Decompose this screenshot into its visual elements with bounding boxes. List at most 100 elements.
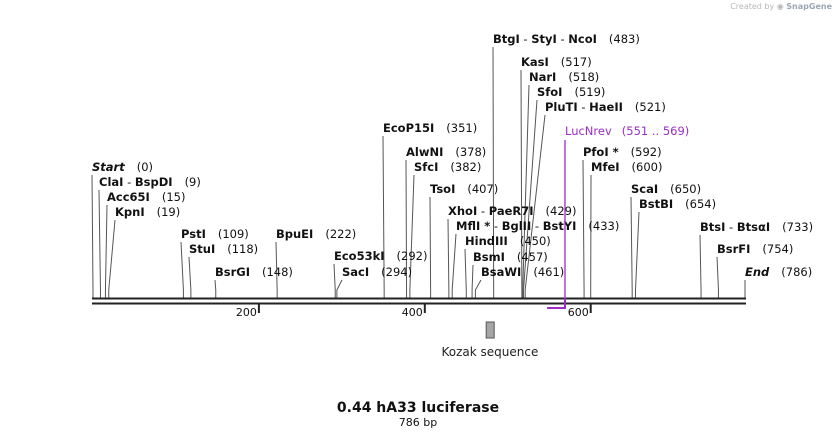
name-separator: - — [578, 100, 589, 114]
site-label-pfoi[interactable]: PfoI * (592) — [583, 145, 662, 159]
site-label-mfli[interactable]: MflI * - BglII - BstYI (433) — [456, 219, 619, 233]
site-position: (733) — [782, 220, 813, 234]
primer-label: LucNrev (551 .. 569) — [565, 124, 689, 138]
site-leader-bsawi — [474, 279, 482, 298]
site-position: (517) — [561, 55, 592, 69]
name-separator: - — [557, 32, 568, 46]
site-label-stui[interactable]: StuI (118) — [189, 242, 258, 256]
site-position: (754) — [762, 242, 793, 256]
site-position: (15) — [162, 190, 186, 204]
site-position: (461) — [533, 265, 564, 279]
site-name: BtsI — [700, 220, 725, 234]
site-name: StyI — [531, 32, 557, 46]
site-leader-kasi — [520, 69, 523, 298]
site-name: NcoI — [568, 32, 597, 46]
snapgene-credit: Created by ◉ SnapGene — [730, 2, 832, 11]
site-label-sfoi[interactable]: SfoI (519) — [537, 85, 605, 99]
backbone-fill — [92, 298, 746, 304]
site-name: BtgI — [493, 32, 520, 46]
site-name: BsaWI — [481, 265, 521, 279]
site-name: SacI — [342, 265, 369, 279]
site-position: (650) — [670, 182, 701, 196]
site-position: (0) — [137, 160, 153, 174]
site-name: Acc65I — [107, 190, 150, 204]
site-leader-nari — [522, 84, 530, 298]
site-leader-sfci — [409, 174, 415, 298]
site-leader-ecop15i — [382, 135, 385, 298]
site-leader-clai — [98, 189, 101, 298]
credit-prefix: Created by — [730, 2, 775, 11]
site-label-xhoi[interactable]: XhoI - PaeR7I (429) — [448, 204, 576, 218]
site-label-bsawi[interactable]: BsaWI (461) — [481, 265, 564, 279]
site-leader-psti — [180, 241, 184, 298]
site-labels: Start (0) ClaI - BspDI (9) Acc65I (15) KpnI (19… — [92, 32, 813, 279]
site-leader-sfoi — [523, 99, 538, 298]
site-name: StuI — [189, 242, 215, 256]
site-label-bpuei[interactable]: BpuEI (222) — [276, 227, 356, 241]
site-position: (294) — [381, 265, 412, 279]
site-label-btgi[interactable]: BtgI - StyI - NcoI (483) — [493, 32, 640, 46]
site-label-end[interactable]: End (786) — [745, 265, 812, 279]
site-name: BspDI — [135, 175, 173, 189]
site-label-scai[interactable]: ScaI (650) — [631, 182, 701, 196]
site-label-ecop15i[interactable]: EcoP15I (351) — [383, 121, 477, 135]
map-title: 0.44 hA33 luciferase — [337, 400, 499, 416]
feature-kozak[interactable]: Kozak sequence — [441, 321, 538, 359]
site-name: NarI — [529, 70, 556, 84]
site-label-saci[interactable]: SacI (294) — [342, 265, 412, 279]
site-label-alwni[interactable]: AlwNI (378) — [406, 145, 486, 159]
site-label-hindiii[interactable]: HindIII (450) — [465, 234, 551, 248]
site-leader-btgi — [492, 46, 495, 298]
site-label-start[interactable]: Start (0) — [92, 160, 153, 174]
site-label-eco53ki[interactable]: Eco53kI (292) — [334, 249, 427, 263]
site-name: HaeII — [589, 100, 623, 114]
site-name: Eco53kI — [334, 249, 385, 263]
site-name: SfcI — [414, 160, 438, 174]
site-position: (429) — [546, 204, 577, 218]
site-leader-pfoi — [582, 159, 585, 298]
site-position: (519) — [574, 85, 605, 99]
site-leader-bsmi — [471, 264, 474, 298]
site-label-bsmi[interactable]: BsmI (457) — [473, 250, 548, 264]
site-label-clai[interactable]: ClaI - BspDI (9) — [99, 175, 201, 189]
site-name: PstI — [181, 227, 206, 241]
site-label-tsoi[interactable]: TsoI (407) — [430, 182, 498, 196]
site-name: BsrGI — [215, 265, 250, 279]
site-name: End — [745, 265, 770, 279]
site-leader-hindiii — [464, 248, 467, 298]
site-label-kpni[interactable]: KpnI (19) — [115, 205, 180, 219]
site-label-btsi[interactable]: BtsI - BtsαI (733) — [700, 220, 813, 234]
site-name: BsrFI — [717, 242, 750, 256]
site-label-bsrfi[interactable]: BsrFI (754) — [717, 242, 793, 256]
name-separator: - — [123, 175, 134, 189]
site-label-bstbi[interactable]: BstBI (654) — [639, 197, 716, 211]
site-label-bsrgi[interactable]: BsrGI (148) — [215, 265, 293, 279]
feature-label: Kozak sequence — [441, 345, 538, 359]
site-label-nari[interactable]: NarI (518) — [529, 70, 599, 84]
site-position: (407) — [467, 182, 498, 196]
site-label-psti[interactable]: PstI (109) — [181, 227, 249, 241]
site-name: BtsαI — [737, 220, 770, 234]
site-name: HindIII — [465, 234, 508, 248]
site-label-pluti[interactable]: PluTI - HaeII (521) — [545, 100, 666, 114]
primer-arrow — [547, 298, 566, 309]
site-position: (483) — [609, 32, 640, 46]
site-label-sfci[interactable]: SfcI (382) — [414, 160, 481, 174]
site-name: MfeI — [591, 160, 620, 174]
site-label-mfei[interactable]: MfeI (600) — [591, 160, 662, 174]
site-position: (450) — [520, 234, 551, 248]
site-name: PluTI — [545, 100, 578, 114]
site-label-acc65i[interactable]: Acc65I (15) — [107, 190, 185, 204]
site-position: (592) — [631, 145, 662, 159]
site-leader-acc65i — [104, 204, 108, 298]
site-name: KasI — [521, 55, 549, 69]
primer-lucnrev[interactable]: LucNrev (551 .. 569) — [547, 124, 689, 309]
site-name: EcoP15I — [383, 121, 434, 135]
tick-label-400: 400 — [402, 306, 423, 319]
site-label-kasi[interactable]: KasI (517) — [521, 55, 592, 69]
site-leader-bpuei — [275, 241, 278, 298]
site-name: BglII — [502, 219, 532, 233]
site-leader-bstbi — [635, 211, 640, 298]
